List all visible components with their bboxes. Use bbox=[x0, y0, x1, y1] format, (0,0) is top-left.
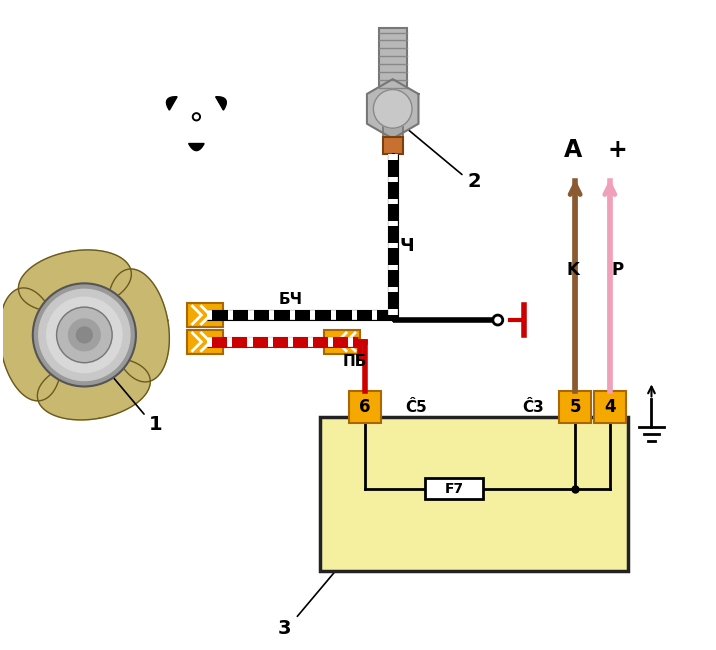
Polygon shape bbox=[0, 288, 62, 401]
Text: Ĉ3: Ĉ3 bbox=[523, 400, 544, 415]
Text: K: K bbox=[566, 261, 579, 280]
Bar bbox=[188, 330, 223, 354]
Polygon shape bbox=[188, 144, 204, 151]
Text: БЧ: БЧ bbox=[279, 292, 303, 307]
Bar bbox=[594, 391, 626, 423]
Text: 3: 3 bbox=[278, 619, 291, 638]
Circle shape bbox=[373, 90, 412, 128]
Bar bbox=[425, 478, 483, 499]
Text: 6: 6 bbox=[359, 398, 371, 416]
Circle shape bbox=[33, 283, 136, 387]
Text: ПБ: ПБ bbox=[343, 354, 367, 369]
Text: +: + bbox=[608, 138, 628, 161]
Text: Ч: Ч bbox=[400, 237, 414, 255]
Bar bbox=[324, 330, 360, 354]
Bar bbox=[188, 303, 223, 327]
Polygon shape bbox=[19, 250, 131, 313]
Bar bbox=[383, 123, 402, 136]
Bar bbox=[320, 417, 628, 571]
Text: F7: F7 bbox=[445, 482, 464, 495]
Circle shape bbox=[39, 289, 130, 380]
Text: Ĉ5: Ĉ5 bbox=[406, 400, 427, 415]
Circle shape bbox=[77, 327, 92, 343]
Text: 5: 5 bbox=[569, 398, 581, 416]
Bar bbox=[349, 391, 381, 423]
Polygon shape bbox=[167, 97, 177, 110]
Polygon shape bbox=[367, 79, 418, 138]
Polygon shape bbox=[107, 269, 170, 382]
Text: 2: 2 bbox=[467, 172, 481, 190]
Circle shape bbox=[195, 115, 198, 119]
Polygon shape bbox=[37, 358, 150, 420]
Text: P: P bbox=[611, 261, 624, 280]
Circle shape bbox=[193, 113, 200, 121]
Bar bbox=[383, 136, 402, 155]
Bar bbox=[379, 27, 407, 97]
Bar bbox=[559, 391, 591, 423]
Polygon shape bbox=[216, 97, 226, 110]
Circle shape bbox=[47, 297, 122, 372]
Text: 1: 1 bbox=[149, 415, 163, 434]
Circle shape bbox=[57, 307, 112, 363]
Circle shape bbox=[493, 315, 503, 325]
Circle shape bbox=[69, 319, 100, 351]
Text: A: A bbox=[564, 138, 582, 161]
Text: 4: 4 bbox=[604, 398, 616, 416]
